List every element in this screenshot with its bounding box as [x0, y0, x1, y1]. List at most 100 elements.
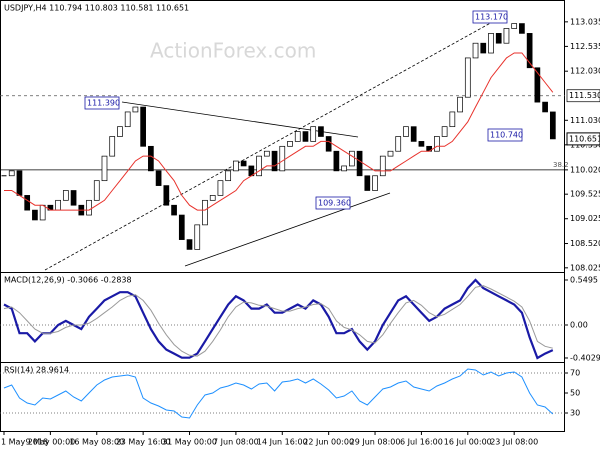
- candle: [464, 57, 471, 98]
- candle: [403, 126, 409, 137]
- candle: [519, 23, 525, 34]
- trend-line: [184, 192, 391, 267]
- candle: [271, 150, 278, 172]
- x-tick-label: 9 May 00:00: [25, 438, 75, 447]
- candle: [325, 136, 332, 152]
- candle: [70, 190, 77, 206]
- x-tick-label: 6 Jul 16:00: [400, 438, 443, 447]
- candle: [457, 96, 463, 113]
- x-tick-label: 7 Jun 08:00: [213, 438, 259, 447]
- y-tick-label: 112.030: [570, 67, 600, 76]
- level-label: 111.530: [569, 91, 600, 100]
- candle: [8, 170, 15, 177]
- candle: [341, 165, 347, 172]
- y-tick-label: 110.020: [570, 165, 600, 174]
- x-tick-label: 23 May 16:00: [116, 438, 171, 447]
- candle: [32, 209, 38, 221]
- candle: [449, 111, 456, 128]
- watermark: ActionForex.com: [150, 39, 316, 63]
- channel-line: [44, 14, 506, 271]
- candle: [171, 204, 177, 216]
- candle: [441, 126, 448, 137]
- candle: [418, 141, 425, 147]
- candle: [55, 199, 61, 211]
- candle: [24, 195, 31, 211]
- annotation-box: [487, 128, 523, 142]
- candle: [240, 160, 247, 167]
- y-tick-label: 0.00: [570, 320, 588, 329]
- candle: [93, 180, 100, 201]
- candle: [16, 170, 23, 196]
- x-tick-label: 16 Jul 00:00: [444, 438, 492, 447]
- candle: [349, 150, 355, 167]
- candle: [302, 131, 309, 142]
- candle: [526, 33, 533, 69]
- candle: [549, 111, 556, 140]
- x-tick-label: 23 Jul 08:00: [490, 438, 538, 447]
- candle: [132, 106, 139, 113]
- y-tick-label: 30: [570, 409, 580, 418]
- x-tick-label: 1 May 2018: [1, 438, 48, 447]
- series-line: [3, 278, 554, 360]
- frame: [0, 0, 565, 432]
- candle: [117, 126, 123, 137]
- x-tick-label: 31 May 00:00: [162, 438, 217, 447]
- y-tick-label: 108.520: [570, 239, 600, 248]
- candle: [434, 136, 440, 152]
- candle: [387, 150, 394, 157]
- candle: [109, 136, 116, 157]
- candle: [511, 23, 518, 29]
- candle: [534, 67, 541, 103]
- candle: [279, 145, 286, 172]
- candle: [86, 199, 92, 216]
- y-tick-label: 109.525: [570, 190, 600, 199]
- candle: [263, 150, 270, 157]
- candle: [310, 126, 317, 142]
- rsi-title: RSI(14) 28.9614: [4, 366, 69, 375]
- annotation-label: 110.740: [490, 131, 523, 140]
- candle: [379, 155, 386, 177]
- candle: [140, 106, 146, 147]
- candle: [495, 33, 502, 44]
- y-tick-label: 70: [570, 369, 580, 378]
- candle: [364, 175, 371, 191]
- candle: [318, 126, 324, 137]
- candle: [1, 175, 7, 177]
- candle: [542, 101, 548, 113]
- candle: [202, 199, 208, 226]
- chart-title: USDJPY,H4 110.794 110.803 110.581 110.65…: [4, 4, 189, 13]
- y-tick-label: 113.035: [570, 17, 600, 26]
- level-label: 38.2: [553, 161, 569, 169]
- candle: [488, 33, 494, 54]
- annotation-box: [472, 10, 508, 24]
- series-line: [3, 285, 553, 357]
- candle: [155, 170, 162, 186]
- annotation-label: 113.170: [475, 13, 508, 22]
- y-tick-label: 111.030: [570, 116, 600, 125]
- candle: [395, 136, 402, 152]
- candle: [480, 42, 487, 54]
- y-tick-label: -0.4029: [570, 353, 600, 362]
- candle: [163, 185, 170, 206]
- level-box: [566, 89, 600, 103]
- candle: [287, 141, 293, 147]
- candle: [294, 131, 301, 142]
- candle: [148, 145, 154, 172]
- y-tick-label: 109.025: [570, 214, 600, 223]
- candle: [101, 155, 108, 182]
- candle: [410, 126, 417, 142]
- last-price-box: [566, 132, 600, 146]
- candle: [472, 42, 479, 59]
- candle: [217, 180, 224, 196]
- candle: [39, 204, 46, 221]
- candle: [124, 111, 131, 128]
- candle: [503, 28, 510, 44]
- annotation-label: 109.360: [318, 199, 351, 208]
- x-tick-label: 22 Jun 00:00: [303, 438, 354, 447]
- x-tick-label: 14 Jun 16:00: [257, 438, 308, 447]
- candle: [62, 190, 69, 201]
- annotation-box: [315, 196, 351, 210]
- candle: [256, 155, 262, 177]
- y-tick-label: 112.535: [570, 42, 600, 51]
